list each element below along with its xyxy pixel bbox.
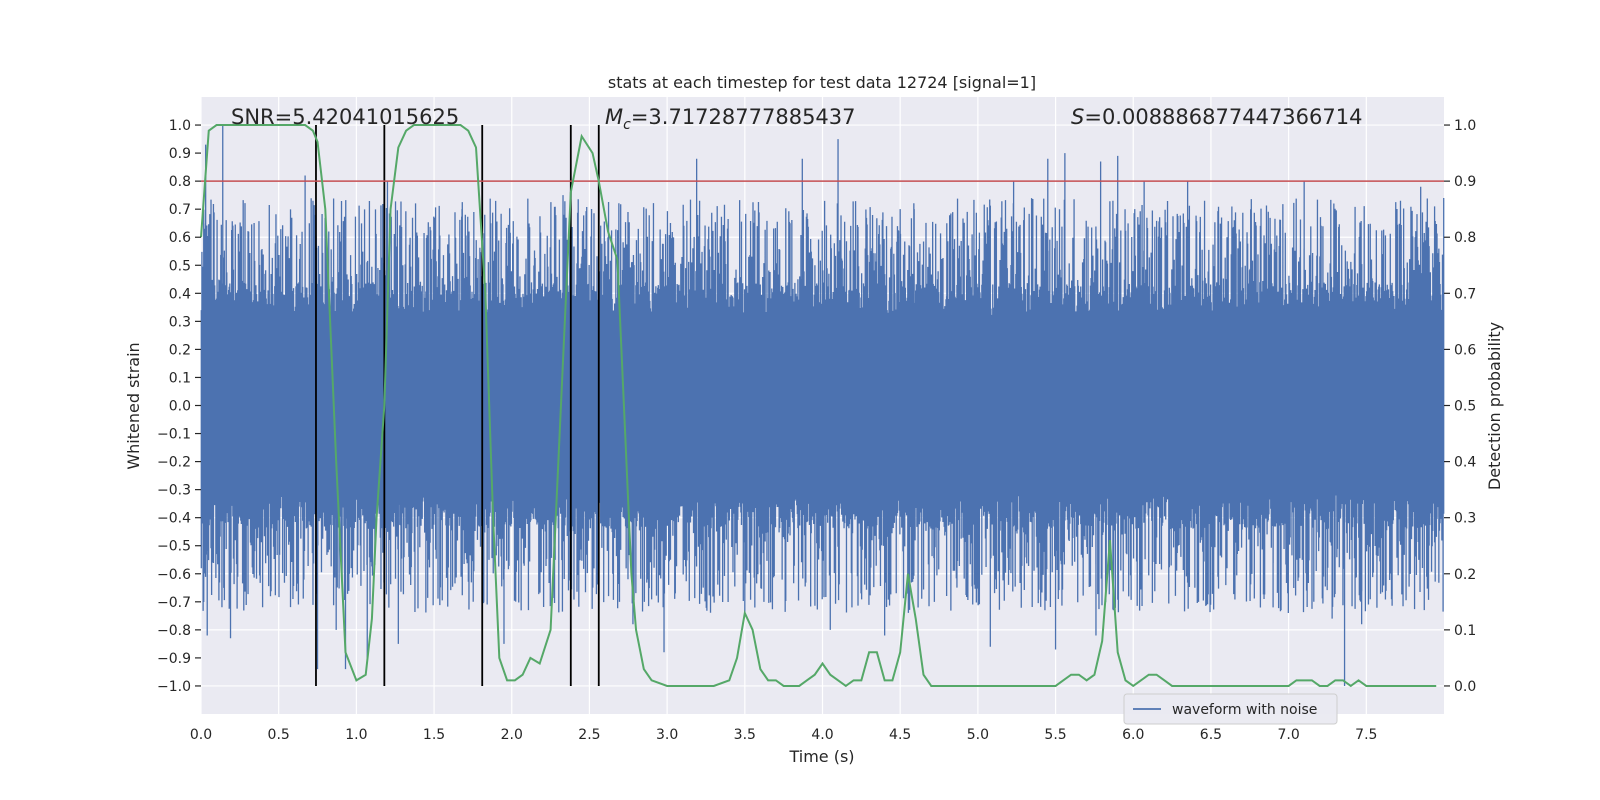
legend-box bbox=[1123, 693, 1338, 725]
y2-tick-label: 0.4 bbox=[1454, 455, 1476, 471]
legend: waveform with noise bbox=[1123, 693, 1338, 725]
y2-axis-ticks: 1.0 0.9 0.8 0.7 0.6 0.5 0.4 0.3 0.2 0.1 0.0 bbox=[1444, 118, 1476, 695]
s-annotation: S=0.008886877447366714 bbox=[1071, 105, 1362, 129]
x-tick-label: 6.0 bbox=[1122, 727, 1144, 743]
probability-line bbox=[200, 124, 1437, 688]
y2-axis-label: Detection probability bbox=[1485, 322, 1504, 490]
legend-label: waveform with noise bbox=[1172, 702, 1317, 718]
y-tick-label: −0.7 bbox=[157, 595, 191, 611]
x-tick-label: 2.0 bbox=[501, 727, 523, 743]
y-tick-label: −0.9 bbox=[157, 651, 191, 667]
y2-tick-label: 0.3 bbox=[1454, 511, 1476, 527]
y2-tick-label: 0.5 bbox=[1454, 399, 1476, 415]
y2-tick-label: 1.0 bbox=[1454, 118, 1476, 134]
y2-tick-label: 0.9 bbox=[1454, 174, 1476, 190]
mc-symbol: M bbox=[605, 105, 623, 129]
y-tick-label: 0.8 bbox=[169, 174, 191, 190]
y-tick-label: 0.6 bbox=[169, 230, 191, 246]
y-tick-label: 0.2 bbox=[169, 342, 191, 358]
y-axis-label: Whitened strain bbox=[124, 342, 143, 469]
y-tick-label: 0.0 bbox=[169, 399, 191, 415]
snr-annotation: SNR=5.42041015625 bbox=[231, 105, 459, 129]
y2-tick-label: 0.8 bbox=[1454, 230, 1476, 246]
x-tick-label: 3.0 bbox=[656, 727, 678, 743]
x-tick-label: 4.5 bbox=[889, 727, 911, 743]
mc-value: =3.71728777885437 bbox=[631, 105, 856, 129]
y-tick-label: −0.6 bbox=[157, 567, 191, 583]
y-tick-label: 0.5 bbox=[169, 258, 191, 274]
y-tick-label: −1.0 bbox=[157, 679, 191, 695]
x-tick-label: 4.0 bbox=[811, 727, 833, 743]
y-tick-label: 0.9 bbox=[169, 146, 191, 162]
chart-title: stats at each timestep for test data 127… bbox=[608, 73, 1036, 92]
y-tick-label: −0.3 bbox=[157, 483, 191, 499]
y2-tick-label: 0.0 bbox=[1454, 679, 1476, 695]
x-axis-ticks: 0.0 0.5 1.0 1.5 2.0 2.5 3.0 3.5 4.0 4.5 5.0 5.5 6.0 6… bbox=[190, 727, 1378, 743]
chirp-mass-annotation: Mc=3.71728777885437 bbox=[605, 105, 856, 133]
x-tick-label: 0.0 bbox=[190, 727, 212, 743]
y-tick-label: −0.1 bbox=[157, 427, 191, 443]
y-tick-label: 0.1 bbox=[169, 370, 191, 386]
x-tick-label: 5.5 bbox=[1044, 727, 1066, 743]
y-tick-label: 0.3 bbox=[169, 314, 191, 330]
y2-tick-label: 0.7 bbox=[1454, 286, 1476, 302]
s-value: =0.008886877447366714 bbox=[1084, 105, 1362, 129]
x-tick-label: 6.5 bbox=[1200, 727, 1222, 743]
x-tick-label: 0.5 bbox=[268, 727, 290, 743]
y-tick-label: −0.5 bbox=[157, 539, 191, 555]
x-tick-label: 5.0 bbox=[967, 727, 989, 743]
x-axis-label: Time (s) bbox=[788, 747, 854, 766]
y2-tick-label: 0.2 bbox=[1454, 567, 1476, 583]
x-tick-label: 7.5 bbox=[1355, 727, 1377, 743]
x-tick-label: 7.0 bbox=[1277, 727, 1299, 743]
s-symbol: S bbox=[1071, 105, 1084, 129]
x-tick-label: 1.0 bbox=[345, 727, 367, 743]
y-tick-label: 1.0 bbox=[169, 118, 191, 134]
mc-subscript: c bbox=[623, 117, 631, 133]
waveform-series bbox=[200, 125, 1445, 686]
y-tick-label: −0.4 bbox=[157, 511, 191, 527]
y-tick-label: −0.2 bbox=[157, 455, 191, 471]
y2-tick-label: 0.1 bbox=[1454, 623, 1476, 639]
x-tick-label: 2.5 bbox=[578, 727, 600, 743]
y-tick-label: 0.7 bbox=[169, 202, 191, 218]
x-tick-label: 3.5 bbox=[734, 727, 756, 743]
y-axis-ticks: 1.0 0.9 0.8 0.7 0.6 0.5 0.4 0.3 0.2 0.1 0.0 −0.1 −0.… bbox=[157, 118, 201, 695]
y-tick-label: 0.4 bbox=[169, 286, 191, 302]
waveform-line bbox=[200, 125, 1445, 686]
probability-series bbox=[200, 124, 1437, 688]
x-tick-label: 1.5 bbox=[423, 727, 445, 743]
y-tick-label: −0.8 bbox=[157, 623, 191, 639]
y2-tick-label: 0.6 bbox=[1454, 342, 1476, 358]
